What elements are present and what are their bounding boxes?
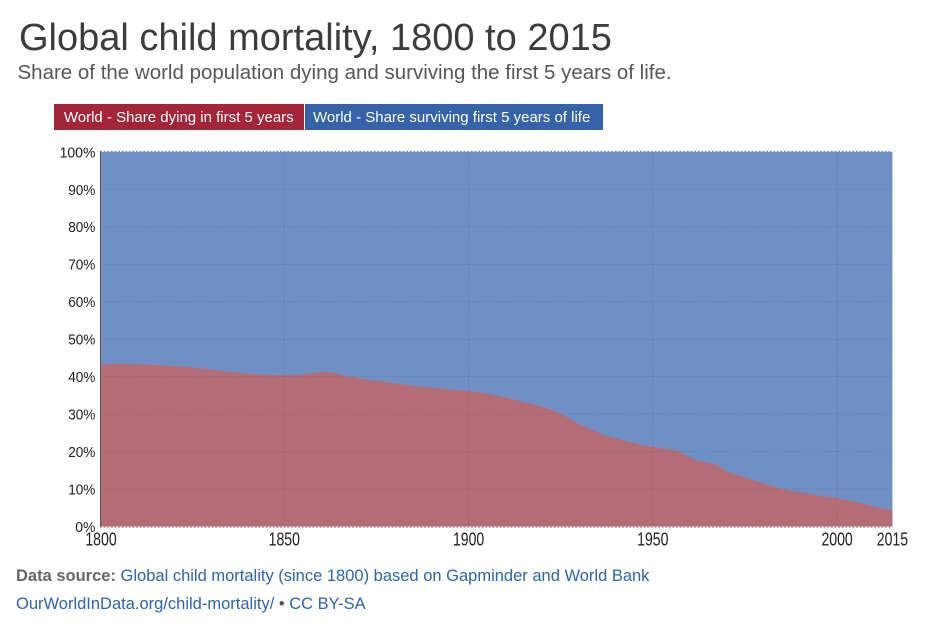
svg-text:100%: 100% xyxy=(60,144,96,161)
svg-text:0%: 0% xyxy=(75,519,95,536)
svg-text:1900: 1900 xyxy=(453,529,484,549)
svg-text:30%: 30% xyxy=(68,406,95,423)
svg-text:2000: 2000 xyxy=(821,529,852,549)
svg-text:80%: 80% xyxy=(68,219,95,236)
svg-text:50%: 50% xyxy=(68,332,95,349)
svg-text:10%: 10% xyxy=(68,481,95,498)
svg-text:60%: 60% xyxy=(68,294,95,311)
svg-text:40%: 40% xyxy=(68,369,95,386)
svg-text:20%: 20% xyxy=(68,444,95,461)
svg-text:2015: 2015 xyxy=(877,529,908,549)
svg-text:1850: 1850 xyxy=(269,529,300,549)
svg-text:1800: 1800 xyxy=(85,529,116,549)
svg-text:70%: 70% xyxy=(68,257,95,274)
svg-text:90%: 90% xyxy=(68,182,95,199)
svg-text:1950: 1950 xyxy=(637,529,668,549)
